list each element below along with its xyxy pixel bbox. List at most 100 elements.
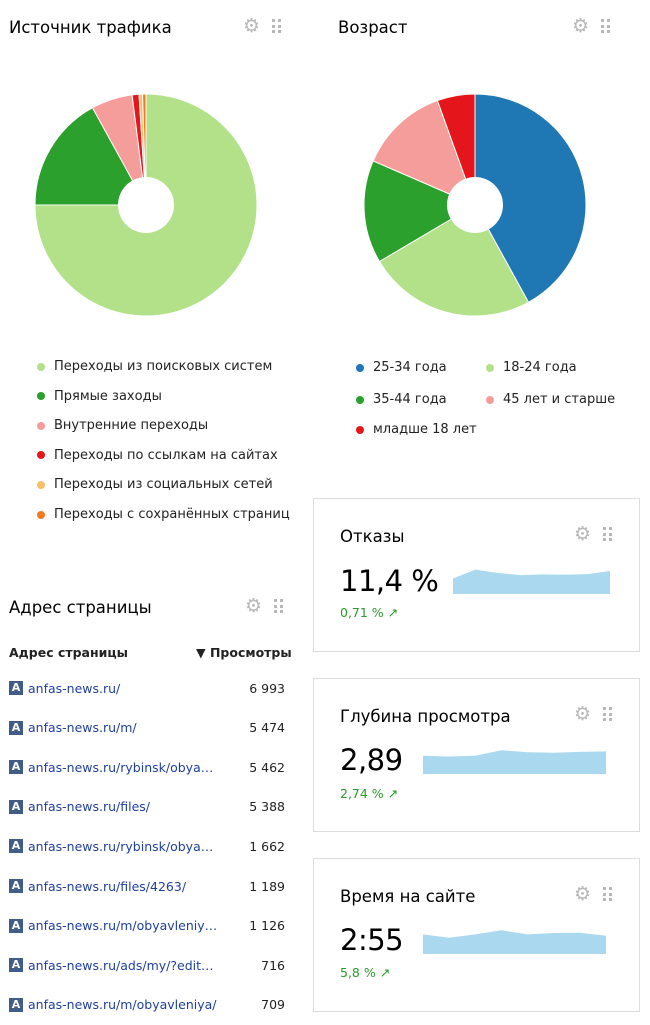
favicon-icon: A [9, 958, 23, 973]
age-widget-title: Возраст [338, 18, 408, 37]
legend-dot-icon [356, 395, 364, 404]
legend-dot-icon [37, 480, 45, 489]
legend-item[interactable]: младше 18 лет [356, 422, 477, 437]
page-url-link[interactable]: anfas-news.ru/files/ [28, 799, 151, 815]
views-count: 1 662 [249, 838, 285, 854]
age-slice[interactable] [436, 93, 476, 206]
views-count: 716 [261, 957, 285, 973]
legend-label: Переходы с сохранённых страниц [54, 507, 290, 522]
sparkline-chart [423, 930, 606, 954]
page-url-link[interactable]: anfas-news.ru/m/obyavleniya/ [28, 997, 217, 1013]
favicon-icon: A [9, 879, 23, 893]
page-url-link[interactable]: anfas-news.ru/files/4263/ [28, 878, 187, 894]
age-slice[interactable] [474, 93, 587, 303]
pages-widget-title: Адрес страницы [9, 598, 152, 617]
legend-label: 18-24 года [503, 360, 577, 375]
favicon-icon: A [9, 760, 23, 775]
age-pie-chart [363, 93, 587, 317]
legend-item[interactable]: Переходы из социальных сетей [37, 477, 273, 492]
legend-label: Переходы из социальных сетей [54, 477, 273, 493]
drag-handle-icon[interactable] [603, 707, 612, 722]
metric-title: Глубина просмотра [340, 707, 511, 726]
legend-item[interactable]: Внутренние переходы [37, 418, 208, 433]
sparkline-chart [423, 750, 606, 774]
metric-title: Время на сайте [340, 887, 476, 906]
legend-label: 35-44 года [373, 392, 447, 407]
legend-label: Переходы из поисковых систем [54, 359, 273, 374]
legend-item[interactable]: Переходы с сохранённых страниц [37, 507, 290, 522]
drag-handle-icon[interactable] [272, 19, 281, 34]
favicon-icon: A [9, 720, 23, 735]
gear-icon[interactable]: ⚙ [572, 15, 590, 37]
metric-value: 2:55 [340, 923, 404, 957]
drag-handle-icon[interactable] [603, 527, 612, 542]
page-url-link[interactable]: anfas-news.ru/ads/my/?edit… [28, 957, 214, 973]
legend-label: младше 18 лет [373, 422, 477, 437]
sparkline-area [453, 569, 610, 594]
legend-label: Прямые заходы [54, 388, 162, 404]
page-url-link[interactable]: anfas-news.ru/rybinsk/obya… [28, 838, 214, 854]
metric-delta: 2,74 % ↗ [340, 786, 399, 801]
favicon-icon: A [9, 997, 23, 1012]
legend-dot-icon [37, 392, 45, 401]
views-count: 5 474 [249, 720, 285, 736]
metric-delta: 5,8 % ↗ [340, 965, 391, 980]
drag-handle-icon[interactable] [603, 887, 612, 902]
views-count: 5 462 [249, 759, 285, 775]
gear-icon[interactable]: ⚙ [245, 595, 263, 617]
drag-handle-icon[interactable] [274, 599, 283, 614]
traffic-slice[interactable] [34, 107, 147, 206]
legend-item[interactable]: Переходы из поисковых систем [37, 359, 272, 374]
sparkline-area [423, 750, 606, 774]
page-url-link[interactable]: anfas-news.ru/m/obyavleniy… [28, 918, 218, 934]
age-slice[interactable] [378, 204, 530, 317]
metric-card: Глубина просмотра ⚙ 2,89 2,74 % ↗ [313, 678, 640, 832]
favicon-icon: A [9, 799, 23, 814]
gear-icon[interactable]: ⚙ [243, 15, 261, 37]
legend-item[interactable]: 18-24 года [486, 360, 577, 375]
legend-dot-icon [486, 363, 494, 372]
page-url-link[interactable]: anfas-news.ru/m/ [28, 720, 137, 736]
traffic-widget-title: Источник трафика [9, 18, 172, 37]
age-slice[interactable] [363, 160, 477, 263]
legend-item[interactable]: Прямые заходы [37, 389, 162, 404]
drag-handle-icon[interactable] [601, 19, 610, 34]
legend-item[interactable]: 35-44 года [356, 392, 447, 407]
gear-icon[interactable]: ⚙ [574, 523, 592, 545]
metric-delta: 0,71 % ↗ [340, 605, 399, 620]
metric-value: 2,89 [340, 743, 403, 777]
column-header-address[interactable]: Адрес страницы [9, 645, 128, 660]
legend-dot-icon [37, 362, 45, 371]
gear-icon[interactable]: ⚙ [574, 883, 592, 905]
page-url-link[interactable]: anfas-news.ru/rybinsk/obya… [28, 759, 214, 775]
page-url-link[interactable]: anfas-news.ru/ [28, 680, 121, 696]
legend-dot-icon [37, 510, 45, 519]
sparkline-chart [453, 569, 610, 594]
legend-label: Внутренние переходы [54, 418, 209, 434]
legend-item[interactable]: 25-34 года [356, 360, 447, 375]
gear-icon[interactable]: ⚙ [574, 703, 592, 725]
age-slice[interactable] [372, 99, 476, 206]
legend-dot-icon [37, 421, 45, 430]
traffic-pie-chart [34, 93, 258, 317]
metric-title: Отказы [340, 527, 405, 546]
legend-dot-icon [356, 363, 364, 372]
legend-item[interactable]: Переходы по ссылкам на сайтах [37, 448, 278, 463]
metric-card: Время на сайте ⚙ 2:55 5,8 % ↗ [313, 858, 640, 1012]
favicon-icon: A [9, 918, 23, 933]
column-header-views[interactable]: ▼ Просмотры [196, 645, 292, 660]
pie-hole [447, 177, 503, 233]
views-count: 5 388 [249, 799, 285, 815]
views-count: 709 [261, 997, 285, 1013]
legend-item[interactable]: 45 лет и старше [486, 392, 615, 407]
metric-card: Отказы ⚙ 11,4 % 0,71 % ↗ [313, 498, 640, 652]
sparkline-area [423, 930, 606, 954]
legend-dot-icon [356, 425, 364, 434]
legend-dot-icon [37, 451, 45, 460]
